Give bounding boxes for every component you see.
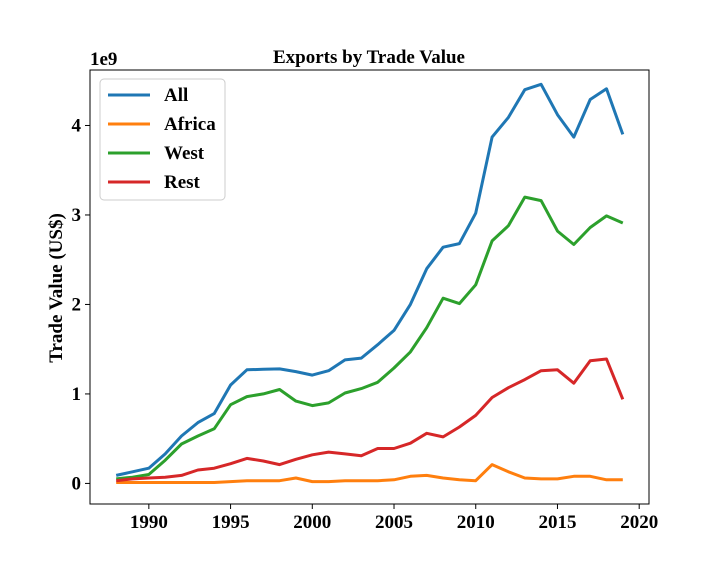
series-lines (115, 82, 625, 484)
y-tick-label: 1 (72, 384, 82, 405)
legend-label-africa: Africa (164, 114, 216, 135)
x-tick-label: 2000 (293, 512, 331, 533)
x-tick-label: 2015 (538, 512, 576, 533)
series-line-west (116, 195, 624, 481)
axis-ticks: 1990 1995 2000 2005 2010 2015 2020 0 1 2 3 4 (72, 115, 659, 533)
y-axis-label: Trade Value (US$) (46, 213, 67, 363)
x-tick-label: 2020 (620, 512, 658, 533)
legend-label-west: West (164, 143, 205, 164)
legend-label-rest: Rest (164, 172, 201, 193)
y-tick-label: 3 (72, 205, 82, 226)
legend-label-all: All (164, 85, 188, 106)
plot-frame (89, 69, 650, 505)
legend-box (99, 78, 226, 201)
x-tick-label: 2005 (375, 512, 413, 533)
y-tick-label: 0 (72, 473, 82, 494)
chart-title: Exports by Trade Value (273, 47, 465, 68)
series-line-rest (116, 357, 625, 483)
y-axis-multiplier: 1e9 (90, 49, 117, 70)
x-tick-label: 1995 (212, 512, 250, 533)
y-tick-label: 2 (72, 294, 82, 315)
series-line-africa (116, 463, 623, 484)
x-tick-label: 2010 (457, 512, 495, 533)
x-tick-label: 1990 (130, 512, 168, 533)
y-tick-label: 4 (72, 115, 82, 136)
series-line-all (115, 82, 625, 477)
legend: All Africa West Rest (99, 78, 226, 201)
